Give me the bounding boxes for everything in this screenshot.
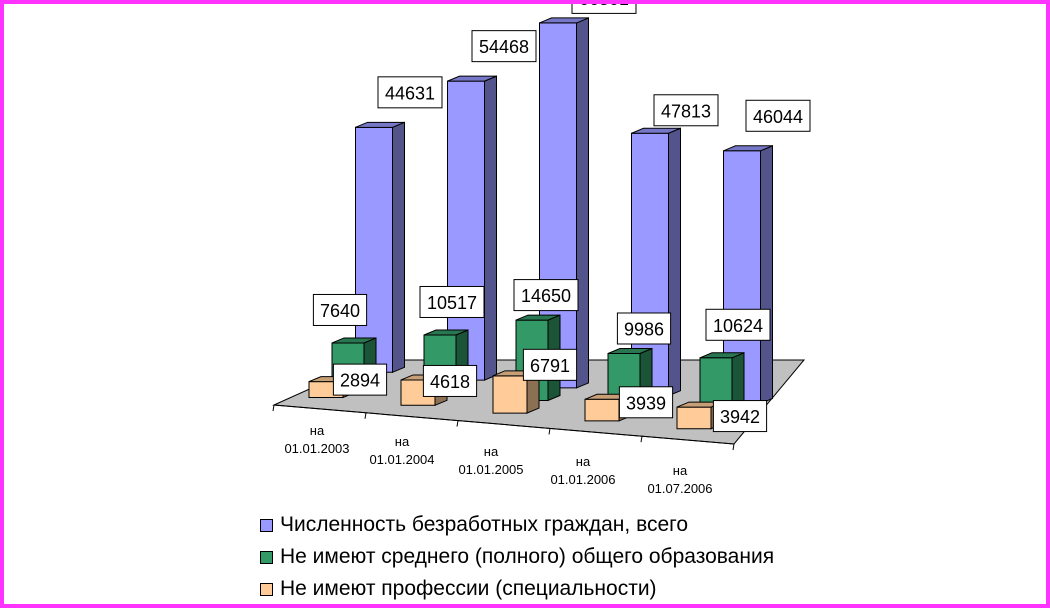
data-label: 66501: [571, 4, 637, 14]
data-label-text: 46044: [753, 107, 803, 127]
legend-item-series-1: Численность безработных граждан, всего: [260, 511, 688, 539]
legend-item-series-2: Не имеют среднего (полного) общего образ…: [260, 543, 774, 571]
bar-top: [355, 121, 405, 128]
data-label: 7640: [312, 293, 368, 326]
legend-swatch-series-2: [260, 550, 273, 564]
bar-front: [584, 398, 620, 422]
category-tick: [548, 428, 551, 435]
category-label: на: [395, 434, 410, 449]
legend-item-series-3: Не имеют профессии (специальности): [260, 575, 657, 603]
bar-top: [631, 127, 681, 134]
bar-top: [515, 314, 561, 321]
data-label-box: [705, 308, 771, 341]
data-label: 9986: [616, 312, 672, 345]
legend-swatch-series-3: [260, 582, 273, 596]
data-label-box: [522, 348, 578, 381]
category-axis-line: [273, 404, 735, 445]
chart-plot: на 01.01.2003 на 01.01.2004 на 01.01.2005 на 01…: [272, 4, 811, 496]
category-label: на: [310, 423, 325, 438]
data-label-box: [513, 279, 579, 312]
data-label: 3939: [618, 386, 674, 419]
bar: [492, 370, 540, 414]
category-label: 01.07.2006: [647, 481, 712, 496]
data-label-box: [419, 285, 485, 318]
data-label-text: 66501: [579, 4, 629, 9]
data-label-text: 3942: [720, 407, 760, 427]
data-label: 14650: [513, 279, 579, 312]
category-tick: [272, 404, 275, 412]
data-label-text: 10624: [713, 316, 763, 336]
data-label: 44631: [377, 76, 443, 109]
category-label: 01.01.2005: [458, 462, 523, 477]
bar-top: [331, 337, 377, 344]
bar-side: [392, 121, 405, 374]
data-labels: 44631 54468 66501 47813 46044 7640 10517 14650 9…: [312, 4, 811, 433]
data-label: 3942: [712, 400, 768, 433]
category-label: 01.01.2004: [369, 452, 434, 467]
data-label: 54468: [471, 30, 537, 63]
series-1-bars: [355, 17, 773, 405]
data-label-box: [422, 364, 478, 397]
legend-label-series-2: Не имеют среднего (полного) общего образ…: [280, 545, 775, 568]
category-tick: [732, 443, 735, 451]
data-label-text: 14650: [521, 286, 571, 306]
data-label-text: 3939: [626, 393, 666, 413]
data-label-box: [571, 4, 637, 14]
data-label: 10517: [419, 285, 485, 318]
data-label-box: [616, 312, 672, 345]
category-axis: на 01.01.2003 на 01.01.2004 на 01.01.2005 на 01…: [272, 404, 735, 496]
data-label-box: [712, 400, 768, 433]
category-label: 01.01.2003: [284, 441, 349, 456]
data-label-text: 4618: [430, 372, 470, 392]
data-label: 10624: [705, 308, 771, 341]
data-label-box: [377, 76, 443, 109]
data-label-box: [471, 30, 537, 63]
data-label-text: 47813: [661, 101, 711, 121]
bar-top: [447, 75, 497, 82]
legend-label-series-1: Численность безработных граждан, всего: [280, 513, 689, 536]
data-label-text: 7640: [320, 301, 360, 321]
category-tick: [640, 436, 643, 443]
data-label: 6791: [522, 348, 578, 381]
data-label: 47813: [653, 94, 719, 127]
data-label-box: [653, 94, 719, 127]
category-label: 01.01.2006: [550, 472, 615, 487]
data-label-text: 44631: [385, 83, 435, 103]
category-label: на: [484, 444, 499, 459]
bar-top: [423, 329, 469, 336]
bar-side: [484, 75, 497, 381]
data-label: 4618: [422, 364, 478, 397]
bar-front: [492, 375, 528, 414]
data-label-box: [745, 99, 811, 132]
category-label: на: [673, 463, 688, 478]
category-label: на: [576, 454, 591, 469]
data-label-box: [332, 363, 388, 396]
data-label-text: 9986: [624, 319, 664, 339]
data-label-box: [312, 293, 368, 326]
data-label: 46044: [745, 99, 811, 132]
bar-top: [699, 352, 745, 359]
bar-top: [607, 347, 653, 354]
bar: [355, 121, 405, 374]
data-label-text: 54468: [479, 37, 529, 57]
legend-swatch-series-1: [260, 518, 273, 532]
category-tick: [364, 412, 367, 419]
data-label-text: 10517: [427, 293, 477, 313]
data-label-box: [618, 386, 674, 419]
bar-side: [576, 17, 589, 389]
bar-top: [723, 145, 773, 152]
bar-front: [355, 126, 393, 373]
bar-side: [668, 127, 681, 397]
data-label: 2894: [332, 363, 388, 396]
data-label-text: 2894: [340, 371, 380, 391]
bar-side: [760, 145, 773, 405]
category-tick: [456, 420, 459, 427]
bar-front: [676, 406, 712, 430]
legend-label-series-3: Не имеют профессии (специальности): [280, 577, 657, 600]
data-label-text: 6791: [530, 356, 570, 376]
bar-top: [539, 17, 589, 24]
